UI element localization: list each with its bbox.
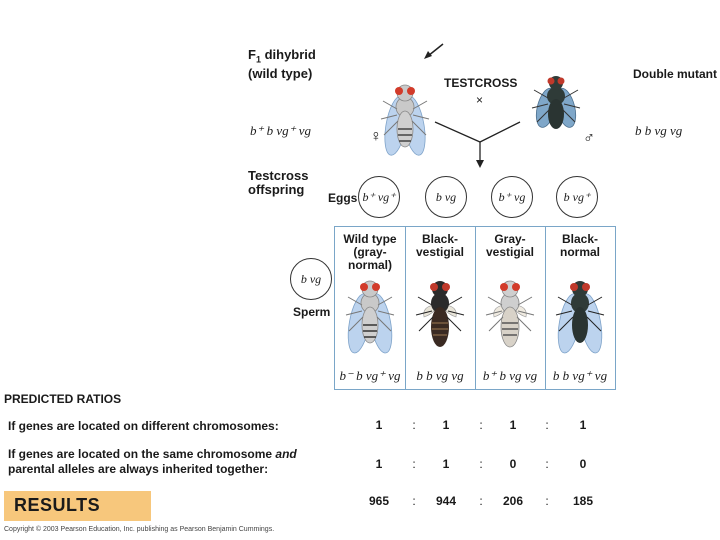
sperm-genotype: b vg: [300, 271, 322, 286]
ratio-value: 1: [579, 418, 587, 432]
f1-wild-type-text: (wild type): [248, 65, 313, 81]
offspring-genotype: b b vg vg: [416, 368, 464, 383]
ratio-separator: :: [412, 418, 416, 432]
f1-letter: F: [248, 47, 256, 62]
phenotype-line1: Black-: [561, 232, 599, 246]
cross-symbol: ×: [476, 93, 484, 107]
f1-subscript: 1: [255, 54, 261, 65]
sperm-label: Sperm: [293, 305, 331, 319]
egg-circle: b vg⁺: [556, 176, 598, 218]
row2-label-text-line2: parental alleles are always inherited to…: [8, 462, 269, 476]
testcross-offspring-label: Testcross offspring: [248, 169, 308, 197]
egg-genotype: b vg: [435, 189, 457, 204]
pointer-arrow-icon: [424, 43, 444, 59]
ratio-separator: :: [545, 457, 549, 471]
phenotype-line1: Wild type: [343, 232, 397, 246]
black-vestigial-fly-icon: [415, 281, 465, 347]
ratio-value: 1: [375, 457, 383, 471]
offspring-genotype: b⁺ b vg vg: [482, 368, 538, 383]
ratio-value: 1: [375, 418, 383, 432]
predicted-ratios-title: PREDICTED RATIOS: [4, 392, 122, 406]
ratio-value: 1: [442, 457, 450, 471]
parent-cross-svg: [380, 43, 581, 168]
grid-divider: [545, 227, 546, 389]
results-label: RESULTS: [14, 495, 101, 515]
double-mutant-fly-icon: [531, 76, 581, 129]
cross-lines: [434, 121, 521, 168]
ratio-separator: :: [479, 494, 483, 508]
grid-divider: [475, 227, 476, 389]
offspring-flies-svg: [345, 280, 605, 354]
black-normal-fly-icon: [555, 281, 605, 354]
testcross-text: Testcross: [248, 168, 309, 183]
ratio-value: 1: [442, 418, 450, 432]
ratio-separator: :: [412, 494, 416, 508]
egg-circle: b vg: [425, 176, 467, 218]
results-value: 965: [368, 494, 390, 508]
results-box: RESULTS: [4, 491, 151, 521]
ratio-separator: :: [479, 418, 483, 432]
gray-vestigial-fly-icon: [485, 280, 535, 348]
ratio-separator: :: [412, 457, 416, 471]
phenotype-line2: (gray-normal): [347, 245, 392, 272]
wild-type-fly-icon: [345, 280, 395, 354]
results-value: 944: [435, 494, 457, 508]
phenotype-line1: Gray-: [494, 232, 526, 246]
phenotype-line2: vestigial: [485, 245, 535, 259]
results-value: 185: [572, 494, 594, 508]
ratio-row2-label: If genes are located on the same chromos…: [8, 447, 297, 477]
phenotype-line2: vestigial: [415, 245, 465, 259]
female-symbol: ♀: [370, 128, 382, 145]
ratio-separator: :: [545, 494, 549, 508]
egg-circle: b⁺ vg⁺: [358, 176, 400, 218]
male-symbol: ♂: [583, 130, 595, 147]
ratio-value: 0: [509, 457, 517, 471]
sperm-circle: b vg: [290, 258, 332, 300]
offspring-genotype: b b vg⁺ vg: [552, 368, 608, 383]
row2-label-text: If genes are located on the same chromos…: [8, 447, 276, 461]
copyright-text: Copyright © 2003 Pearson Education, Inc.…: [4, 526, 275, 533]
ratio-row1-label: If genes are located on different chromo…: [8, 419, 279, 433]
offspring-phenotype: Wild type (gray-normal): [336, 233, 404, 272]
offspring-grid: Wild type (gray-normal) Black- vestigial…: [334, 226, 616, 390]
phenotype-line1: Black-: [421, 232, 459, 246]
phenotype-line2: normal: [559, 245, 600, 259]
egg-circle: b⁺ vg: [491, 176, 533, 218]
ratio-separator: :: [479, 457, 483, 471]
row2-label-emphasis: and: [275, 447, 297, 461]
offspring-text: offspring: [248, 182, 305, 197]
offspring-phenotype: Black- normal: [546, 233, 614, 259]
offspring-phenotype: Gray- vestigial: [476, 233, 544, 259]
f1-dihybrid-label: F1 dihybrid (wild type): [248, 48, 316, 81]
results-value: 206: [502, 494, 524, 508]
ratio-value: 0: [579, 457, 587, 471]
double-mutant-label: Double mutant: [633, 67, 717, 81]
mutant-genotype: b b vg vg: [635, 123, 683, 138]
egg-genotype: b vg⁺: [563, 189, 591, 204]
offspring-genotype: b⁻ b vg⁺ vg: [339, 368, 401, 383]
egg-genotype: b⁺ vg: [498, 189, 526, 204]
f1-dihybrid-text: dihybrid: [260, 47, 316, 62]
f1-fly-icon: [380, 84, 430, 156]
testcross-label: TESTCROSS: [444, 76, 518, 90]
egg-genotype: b⁺ vg⁺: [362, 189, 396, 204]
ratio-separator: :: [545, 418, 549, 432]
offspring-phenotype: Black- vestigial: [406, 233, 474, 259]
ratio-value: 1: [509, 418, 517, 432]
eggs-label: Eggs: [328, 191, 358, 205]
grid-divider: [405, 227, 406, 389]
f1-genotype: b⁺ b vg⁺ vg: [250, 123, 312, 138]
